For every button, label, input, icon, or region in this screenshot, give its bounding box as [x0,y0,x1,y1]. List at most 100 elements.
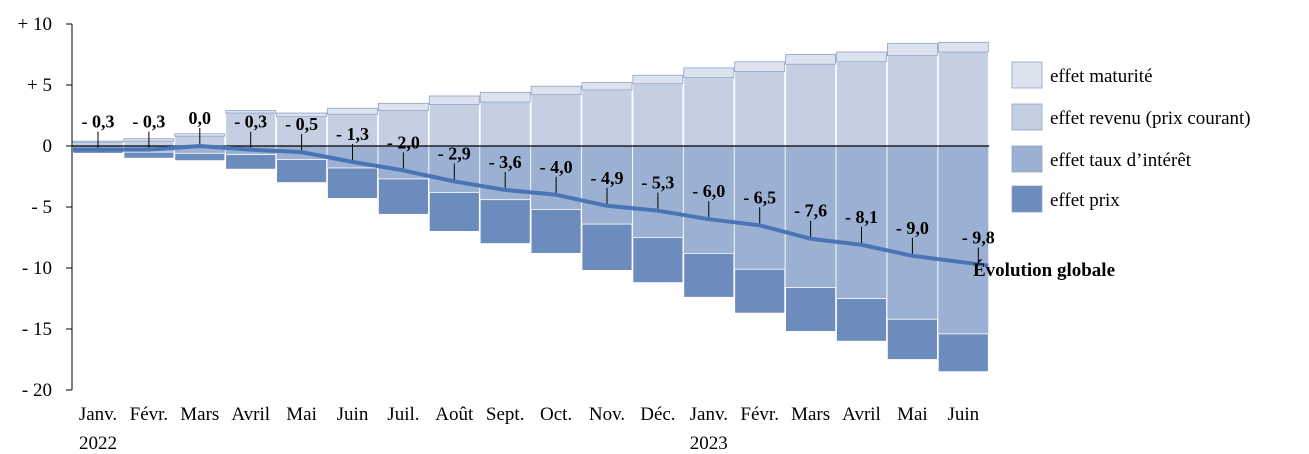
data-label: - 7,6 [794,201,827,221]
x-tick-label: Juin [337,404,369,425]
bar-effet-prix [581,223,633,271]
legend-swatch [1011,103,1043,131]
bar-effet-revenu [937,51,989,147]
bar-effet-taux [887,146,938,320]
data-label: - 5,3 [641,173,674,193]
data-label: - 2,0 [387,132,420,152]
y-tick-label: 0 [43,136,53,157]
bar-effet-prix [327,167,378,199]
legend-label: effet revenu (prix courant) [1050,108,1251,129]
bar-effet-prix [225,154,277,170]
bar-effet-taux [938,146,989,334]
overall-evolution-line [73,144,989,268]
bar-effet-prix [530,209,582,254]
overall-line-layer: - 0,3 - 0,3 0,0 - 0,3 - 0,5 - 1,3 - 2,0 - 2,9 - … [73,108,1115,281]
x-tick-label: Avril [231,404,270,425]
data-label: - 8,1 [845,207,878,227]
data-label: - 0,3 [82,112,115,132]
data-label: - 6,5 [743,187,776,207]
x-tick-label: Févr. [740,404,779,425]
bar-effet-taux [174,146,225,154]
bar-effet-revenu [581,89,633,147]
x-tick-label: Juin [947,404,979,425]
data-label: - 4,9 [591,168,624,188]
bar-effet-maturite [428,95,480,105]
x-tick-label: Mai [286,404,317,425]
bar-effet-taux [582,146,632,225]
x-tick-label: Mai [897,404,928,425]
x-tick-label: Août [435,404,474,425]
bar-effet-prix [836,298,887,342]
bar-effet-prix [937,333,989,373]
bar-effet-maturite [887,43,938,57]
y-tick-label: + 10 [18,14,52,35]
bar-effet-revenu [327,113,378,147]
bar-effet-prix [683,252,735,298]
bar-effet-prix [377,178,429,215]
bar-effet-revenu [887,55,938,147]
bar-layer [72,41,989,373]
bar-effet-prix [785,287,836,332]
x-axis: Janv. Févr. Mars Avril Mai Juin Juil. Août Sept.… [79,404,980,454]
x-tick-label: Sept. [486,404,525,425]
y-tick-label: - 20 [22,380,52,401]
y-tick-label: - 5 [31,197,52,218]
year-label: 2023 [690,433,728,454]
bar-effet-maturite [836,51,887,63]
x-tick-label: Janv. [79,404,117,425]
bar-effet-taux [836,146,887,299]
year-label: 2022 [79,433,117,454]
bar-effet-maturite [785,54,836,65]
bar-effet-prix [887,318,938,360]
bar-effet-maturite [225,110,277,114]
x-tick-label: Déc. [640,404,675,425]
data-label: - 3,6 [489,152,522,172]
x-tick-label: Avril [842,404,881,425]
legend-swatch [1011,61,1043,89]
x-tick-label: Nov. [589,404,625,425]
bar-effet-maturite [530,85,582,96]
x-tick-label: Janv. [690,404,728,425]
x-tick-label: Févr. [130,404,169,425]
data-label: - 9,8 [962,228,995,248]
data-label: - 9,0 [896,218,929,238]
y-tick-label: - 10 [22,258,52,279]
bar-effet-prix [428,191,480,232]
legend-swatch [1011,145,1043,173]
bar-effet-revenu [836,61,887,147]
data-label: - 0,3 [132,112,165,132]
bar-effet-maturite [276,112,328,118]
bar-effet-prix [734,268,786,314]
x-tick-label: Mars [180,404,219,425]
bar-effet-prix [479,199,531,244]
bar-effet-maturite [377,102,429,112]
data-label: - 2,9 [438,143,471,163]
data-label: - 0,5 [285,114,318,134]
bar-effet-maturite [937,41,989,53]
x-tick-label: Juil. [387,404,419,425]
y-tick-label: - 15 [22,319,52,340]
bar-effet-revenu [683,77,735,147]
bar-effet-maturite [734,61,786,72]
bar-effet-prix [174,152,226,162]
legend-label: effet taux d’intérêt [1050,150,1192,171]
legend-label: effet prix [1050,190,1120,211]
bar-effet-maturite [632,74,684,85]
bar-effet-maturite [327,107,378,115]
legend: effet maturité effet revenu (prix courant… [1011,61,1251,213]
bar-effet-maturite [581,82,633,91]
legend-label: effet maturité [1050,66,1153,87]
x-tick-label: Oct. [540,404,572,425]
y-tick-label: + 5 [27,75,52,96]
bar-effet-revenu [785,63,836,147]
bar-effet-prix [632,237,684,284]
bar-effet-taux [683,146,734,254]
bar-effet-revenu [428,104,480,147]
bar-effet-taux [632,146,683,238]
bar-effet-revenu [530,94,582,147]
bar-effet-prix [276,159,328,183]
overall-series-label: Évolution globale [973,259,1115,281]
x-tick-label: Mars [791,404,830,425]
bar-effet-revenu [479,101,531,147]
